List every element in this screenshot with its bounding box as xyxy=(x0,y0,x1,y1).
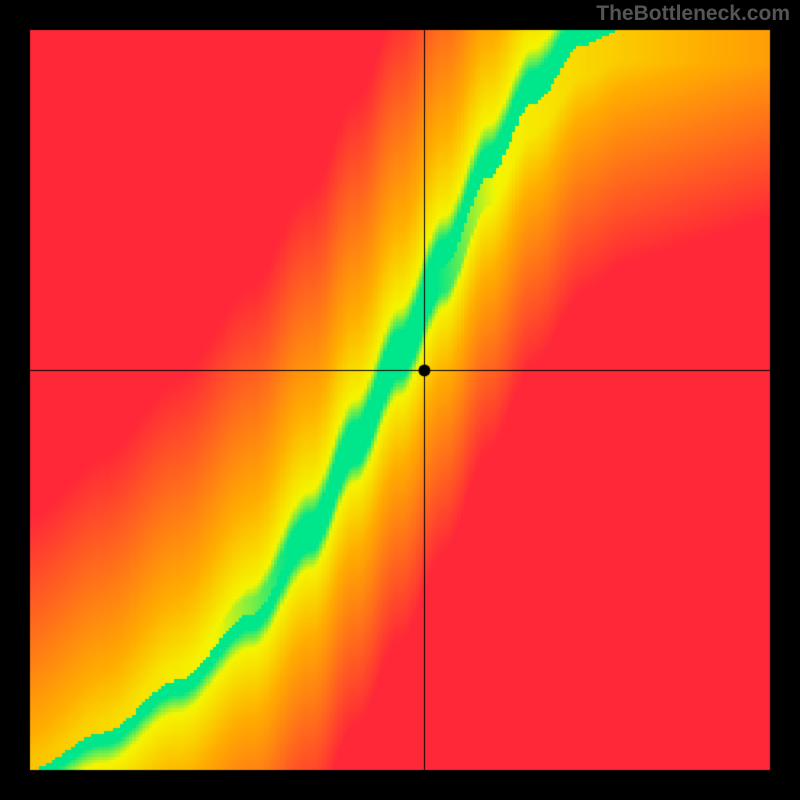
chart-container: TheBottleneck.com xyxy=(0,0,800,800)
heatmap-canvas xyxy=(0,0,800,800)
watermark-text: TheBottleneck.com xyxy=(596,2,790,26)
